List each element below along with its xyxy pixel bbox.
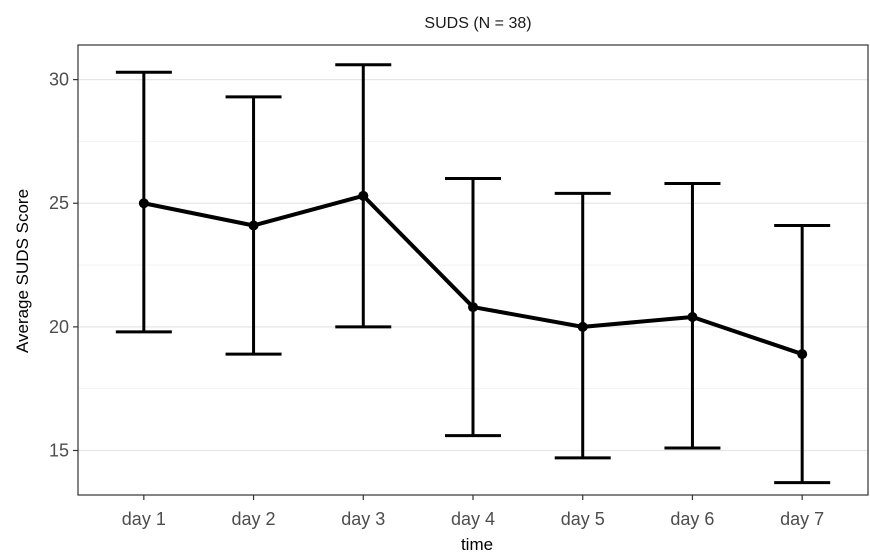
y-tick-label: 15: [49, 440, 69, 460]
mean-point: [138, 198, 149, 209]
mean-point: [687, 311, 698, 322]
x-tick-label: day 4: [451, 509, 495, 529]
plot-panel: 15 20 25 30 day 1 day 2 day 3 day 4 day 5 day 6 da…: [49, 44, 869, 529]
y-tick-label: 30: [49, 70, 69, 90]
mean-point: [248, 220, 259, 231]
y-axis-title: Average SUDS Score: [13, 189, 32, 353]
x-axis-title: time: [461, 535, 493, 554]
x-tick-label: day 1: [122, 509, 166, 529]
x-tick-label: day 7: [780, 509, 824, 529]
x-tick-label: day 6: [670, 509, 714, 529]
x-tick-label: day 3: [341, 509, 385, 529]
y-tick-label: 25: [49, 193, 69, 213]
chart-title: SUDS (N = 38): [424, 15, 531, 32]
y-tick-label: 20: [49, 317, 69, 337]
x-tick-label: day 5: [561, 509, 605, 529]
mean-point: [468, 302, 478, 313]
mean-point: [797, 349, 808, 360]
x-tick-label: day 2: [232, 509, 276, 529]
mean-point: [577, 321, 588, 332]
mean-point: [358, 190, 369, 201]
